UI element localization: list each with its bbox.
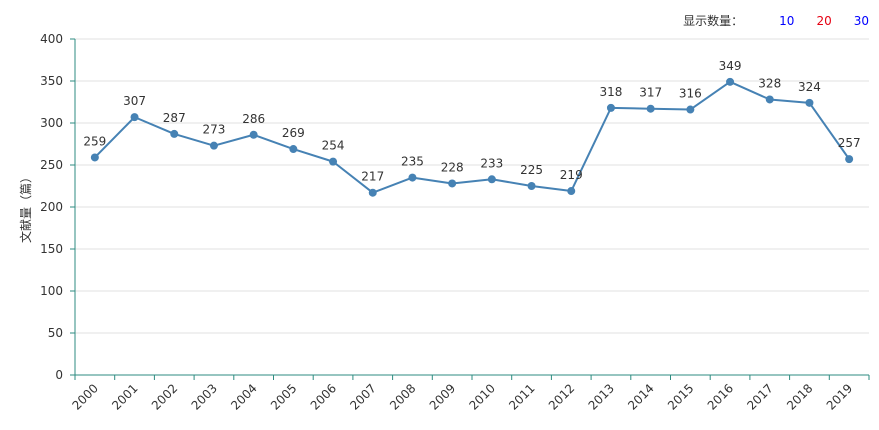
y-tick-label: 300 (40, 116, 63, 130)
data-label: 217 (361, 170, 384, 184)
y-tick-label: 400 (40, 32, 63, 46)
data-point (448, 179, 457, 188)
data-point (368, 188, 377, 197)
data-label: 287 (163, 111, 186, 125)
data-point (249, 130, 258, 139)
data-label: 225 (520, 163, 543, 177)
data-point (209, 141, 218, 150)
y-tick-label: 100 (40, 284, 63, 298)
data-label: 349 (719, 59, 742, 73)
data-point (170, 129, 179, 138)
data-point (329, 157, 338, 166)
data-label: 254 (322, 139, 345, 153)
y-tick-label: 0 (55, 368, 63, 382)
count-option-10[interactable]: 10 (779, 13, 795, 28)
x-tick-label: 2018 (784, 381, 815, 412)
y-tick-label: 200 (40, 200, 63, 214)
x-tick-label: 2014 (625, 381, 656, 412)
x-tick-label: 2003 (189, 381, 220, 412)
x-tick-label: 2005 (268, 381, 299, 412)
x-tick-label: 2006 (308, 381, 339, 412)
data-point (646, 104, 655, 113)
x-tick-label: 2008 (387, 381, 418, 412)
data-point (289, 145, 298, 154)
data-label: 324 (798, 80, 821, 94)
count-option-30[interactable]: 30 (853, 13, 869, 28)
y-tick-label: 350 (40, 74, 63, 88)
data-point (567, 187, 576, 196)
data-label: 316 (679, 87, 702, 101)
data-label: 307 (123, 94, 146, 108)
x-tick-label: 2011 (506, 381, 537, 412)
data-label: 286 (242, 112, 265, 126)
data-label: 259 (83, 134, 106, 148)
data-point (686, 105, 695, 114)
x-tick-label: 2009 (427, 381, 458, 412)
data-label: 257 (838, 136, 861, 150)
x-tick-label: 2015 (665, 381, 696, 412)
x-tick-label: 2004 (228, 381, 259, 412)
data-point (408, 173, 417, 182)
count-option-20[interactable]: 20 (816, 13, 832, 28)
y-axis-title: 文献量（篇） (18, 171, 33, 243)
data-point (845, 155, 854, 164)
x-tick-label: 2007 (347, 381, 378, 412)
data-label: 269 (282, 126, 305, 140)
x-tick-label: 2019 (824, 381, 855, 412)
data-label: 317 (639, 86, 662, 100)
data-label: 235 (401, 155, 424, 169)
data-point (487, 175, 496, 184)
x-tick-label: 2010 (466, 381, 497, 412)
count-selector: 显示数量： 10 20 30 (683, 12, 869, 29)
data-point (606, 103, 615, 112)
data-label: 273 (202, 123, 225, 137)
x-tick-label: 2001 (109, 381, 140, 412)
x-tick-label: 2017 (744, 381, 775, 412)
data-point (527, 182, 536, 190)
data-point (765, 95, 774, 104)
y-tick-label: 250 (40, 158, 63, 172)
x-tick-label: 2002 (149, 381, 180, 412)
data-point (805, 98, 814, 107)
x-tick-label: 2013 (586, 381, 617, 412)
x-tick-label: 2016 (705, 381, 736, 412)
data-point (130, 113, 139, 122)
y-tick-label: 150 (40, 242, 63, 256)
data-point (90, 153, 99, 162)
data-label: 328 (758, 76, 781, 90)
x-tick-label: 2000 (69, 381, 100, 412)
data-label: 318 (599, 85, 622, 99)
x-tick-label: 2012 (546, 381, 577, 412)
series-line (94, 80, 850, 194)
data-label: 233 (480, 156, 503, 170)
y-tick-label: 50 (48, 326, 63, 340)
count-label: 显示数量： (683, 14, 744, 28)
data-label: 228 (441, 160, 464, 174)
data-label: 219 (560, 168, 583, 182)
data-point (726, 77, 735, 86)
